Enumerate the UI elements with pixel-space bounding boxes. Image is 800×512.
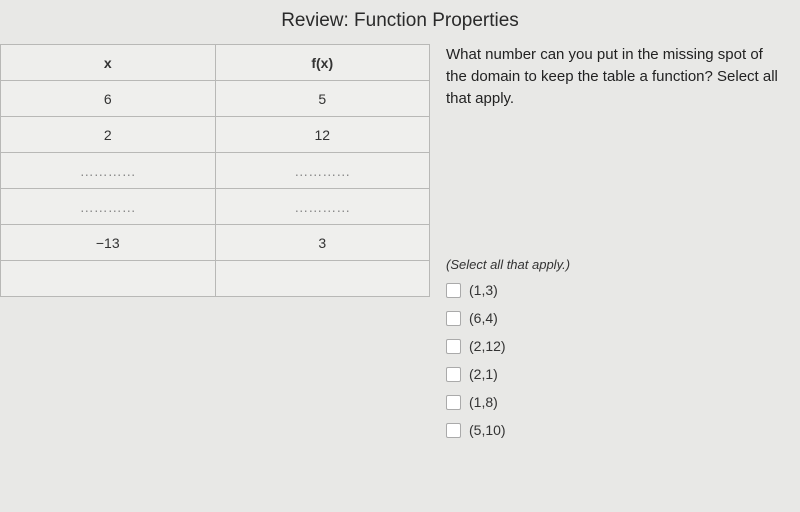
cell-fx-blank: ………… bbox=[215, 189, 430, 225]
option-checkbox[interactable] bbox=[446, 395, 461, 410]
cell-fx: 5 bbox=[215, 81, 430, 117]
col-header-x: x bbox=[1, 45, 216, 81]
option-checkbox[interactable] bbox=[446, 367, 461, 382]
table-row bbox=[1, 261, 430, 297]
option-label: (1,3) bbox=[469, 282, 498, 298]
table-row: 6 5 bbox=[1, 81, 430, 117]
option-checkbox[interactable] bbox=[446, 423, 461, 438]
col-header-fx: f(x) bbox=[215, 45, 430, 81]
option-checkbox[interactable] bbox=[446, 311, 461, 326]
option-item[interactable]: (1,3) bbox=[446, 282, 782, 298]
table-row: ………… ………… bbox=[1, 189, 430, 225]
option-item[interactable]: (2,1) bbox=[446, 366, 782, 382]
options-list: (1,3) (6,4) (2,12) (2,1) (1,8) bbox=[446, 282, 782, 438]
table-row: 2 12 bbox=[1, 117, 430, 153]
cell-fx-blank: ………… bbox=[215, 153, 430, 189]
cell-x-empty bbox=[1, 261, 216, 297]
cell-fx-empty bbox=[215, 261, 430, 297]
function-table: x f(x) 6 5 2 12 ………… ………… bbox=[0, 44, 430, 297]
option-label: (2,1) bbox=[469, 366, 498, 382]
option-label: (5,10) bbox=[469, 422, 506, 438]
cell-x: 2 bbox=[1, 117, 216, 153]
option-item[interactable]: (2,12) bbox=[446, 338, 782, 354]
cell-fx: 3 bbox=[215, 225, 430, 261]
option-checkbox[interactable] bbox=[446, 283, 461, 298]
cell-x-blank: ………… bbox=[1, 153, 216, 189]
cell-x-blank: ………… bbox=[1, 189, 216, 225]
option-item[interactable]: (6,4) bbox=[446, 310, 782, 326]
content-row: x f(x) 6 5 2 12 ………… ………… bbox=[0, 44, 800, 438]
option-item[interactable]: (5,10) bbox=[446, 422, 782, 438]
cell-x: 6 bbox=[1, 81, 216, 117]
table-row: ………… ………… bbox=[1, 153, 430, 189]
option-item[interactable]: (1,8) bbox=[446, 394, 782, 410]
question-text: What number can you put in the missing s… bbox=[446, 44, 782, 109]
option-label: (2,12) bbox=[469, 338, 506, 354]
cell-x: −13 bbox=[1, 225, 216, 261]
table-row: −13 3 bbox=[1, 225, 430, 261]
cell-fx: 12 bbox=[215, 117, 430, 153]
function-table-wrap: x f(x) 6 5 2 12 ………… ………… bbox=[0, 44, 430, 297]
option-label: (1,8) bbox=[469, 394, 498, 410]
question-panel: What number can you put in the missing s… bbox=[430, 44, 800, 438]
instruction-text: (Select all that apply.) bbox=[446, 257, 782, 272]
option-label: (6,4) bbox=[469, 310, 498, 326]
page-title: Review: Function Properties bbox=[0, 10, 800, 32]
option-checkbox[interactable] bbox=[446, 339, 461, 354]
